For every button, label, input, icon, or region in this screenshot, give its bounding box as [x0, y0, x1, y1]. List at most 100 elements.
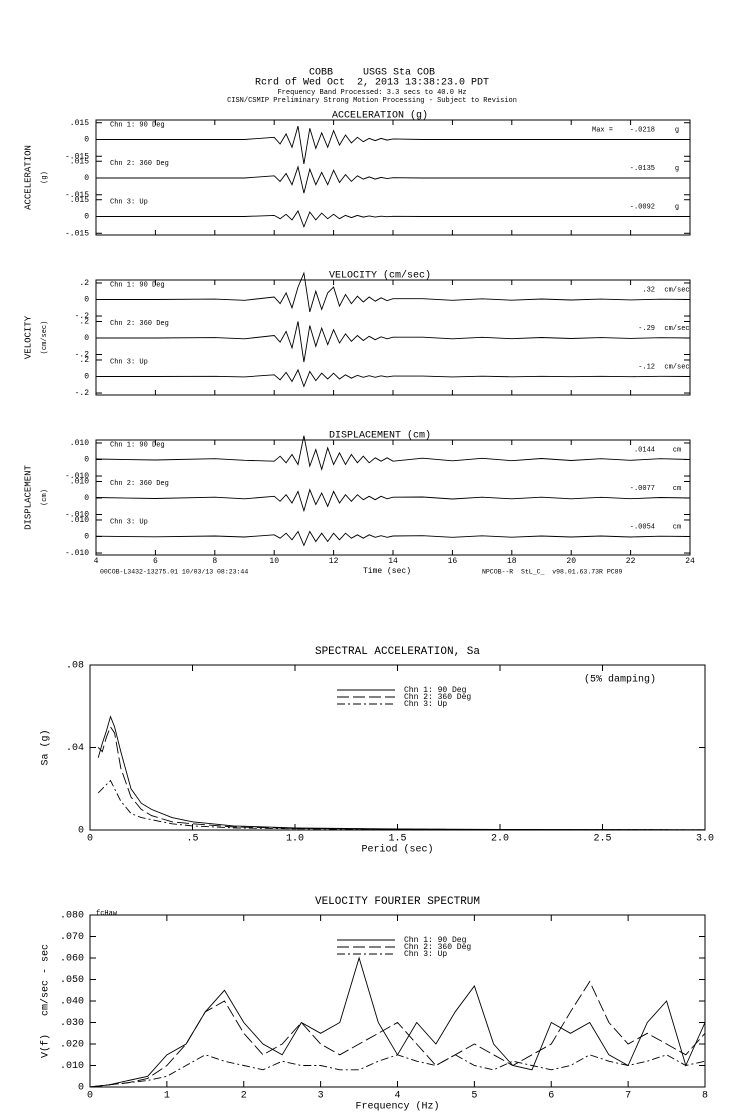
x-tick-label: 2.0	[491, 834, 509, 845]
y-tick-label: .2	[79, 279, 89, 288]
x-tick-label: .5	[186, 834, 198, 845]
plot-box	[89, 914, 706, 1088]
x-tick-label: 4	[394, 1091, 400, 1102]
y-tick-label: .080	[60, 911, 84, 922]
y-tick-label: .070	[60, 932, 84, 943]
channel-label: Chn 2: 360 Deg	[110, 480, 169, 488]
header-line: COBB USGS Sta COB	[309, 68, 435, 79]
max-value: -.0092	[630, 203, 655, 211]
max-value: -.0135	[630, 165, 655, 173]
y-tick-label: .04	[66, 743, 84, 754]
x-tick-label: 3	[318, 1091, 324, 1102]
max-value: -.12	[638, 363, 655, 371]
channel-label: Chn 3: Up	[110, 518, 148, 526]
channel-label: Chn 1: 90 Deg	[110, 281, 165, 289]
panel-ylabel: ACCELERATION	[23, 145, 33, 210]
y-tick-label: 0	[84, 296, 89, 305]
x-tick-label: 18	[507, 557, 517, 566]
y-tick-label: .020	[60, 1040, 84, 1051]
channel-label: Chn 1: 90 Deg	[110, 121, 165, 129]
x-tick-label: 0	[87, 834, 93, 845]
y-tick-label: 0	[84, 334, 89, 343]
y-tick-label: 0	[84, 533, 89, 542]
panel-yunit: (cm/sec)	[41, 321, 49, 355]
y-tick-label: .010	[70, 439, 89, 448]
max-unit: cm/sec	[664, 325, 689, 333]
y-tick-label: 0	[78, 826, 84, 837]
x-tick-label: 20	[566, 557, 576, 566]
panel-title: VELOCITY (cm/sec)	[329, 270, 431, 282]
x-tick-label: 7	[625, 1091, 631, 1102]
y-tick-label: .015	[70, 157, 89, 166]
x-tick-label: 8	[702, 1091, 708, 1102]
panel-ylabel: DISPLACEMENT	[23, 464, 33, 529]
y-tick-label: .050	[60, 975, 84, 986]
panel-title: DISPLACEMENT (cm)	[329, 430, 431, 442]
panel-yunit: (cm)	[41, 489, 49, 506]
panel-title: ACCELERATION (g)	[332, 110, 428, 122]
y-tick-label: 0	[84, 456, 89, 465]
series-line	[89, 980, 706, 1088]
y-axis-label: V(f) cm/sec - sec	[40, 944, 52, 1058]
legend-label: Chn 1: 90 Deg	[404, 686, 467, 695]
y-tick-label: -.2	[75, 389, 90, 398]
max-value: -.0218	[630, 126, 655, 134]
series-line	[97, 725, 706, 831]
trace	[96, 271, 691, 313]
x-tick-label: 12	[329, 557, 339, 566]
x-tick-label: 22	[626, 557, 636, 566]
y-tick-label: -.2	[75, 312, 90, 321]
max-value: -.29	[638, 325, 655, 333]
channel-label: Chn 2: 360 Deg	[110, 320, 169, 328]
channel-label: Chn 2: 360 Deg	[110, 160, 169, 168]
header-line: Rcrd of Wed Oct 2, 2013 13:38:23.0 PDT	[255, 77, 489, 89]
trace	[96, 209, 690, 229]
series-line	[97, 715, 706, 831]
x-tick-label: 5	[471, 1091, 477, 1102]
x-tick-label: 1.0	[286, 834, 304, 845]
x-tick-label: 2	[241, 1091, 247, 1102]
y-tick-label: -.010	[65, 511, 89, 520]
trace	[96, 125, 690, 164]
y-tick-label: .010	[70, 516, 89, 525]
trace	[95, 530, 691, 547]
y-tick-label: .2	[79, 318, 89, 327]
x-tick-label: 1.5	[388, 834, 406, 845]
x-tick-label: 2.5	[593, 834, 611, 845]
y-tick-label: -.015	[65, 191, 89, 200]
y-axis-label: Sa (g)	[40, 729, 52, 765]
y-tick-label: -.010	[65, 472, 89, 481]
trace	[96, 321, 691, 363]
max-unit: cm/sec	[664, 363, 689, 371]
plot-box	[89, 664, 706, 831]
x-tick-label: 0	[87, 1091, 93, 1102]
legend-label: Chn 1: 90 Deg	[404, 936, 467, 945]
max-unit: cm	[673, 446, 681, 454]
legend-label: Chn 2: 360 Deg	[404, 943, 471, 952]
series-line	[97, 779, 706, 831]
max-value: .32	[642, 286, 655, 294]
max-unit: cm	[673, 523, 681, 531]
chart-title: VELOCITY FOURIER SPECTRUM	[315, 896, 480, 908]
y-tick-label: 0	[78, 1083, 84, 1094]
x-tick-label: 8	[212, 557, 217, 566]
max-prefix: Max =	[592, 126, 613, 134]
trace	[95, 488, 691, 513]
annotation: (5% damping)	[584, 674, 656, 686]
panel-ylabel: VELOCITY	[23, 315, 33, 359]
corner-label: fcHaw	[96, 910, 118, 918]
series-line	[89, 1054, 706, 1088]
channel-label: Chn 1: 90 Deg	[110, 441, 165, 449]
channel-label: Chn 3: Up	[110, 358, 148, 366]
x-tick-label: 16	[448, 557, 458, 566]
trace	[96, 165, 690, 194]
y-tick-label: .010	[70, 478, 89, 487]
x-axis-label: Time (sec)	[363, 567, 411, 576]
footer-left: 00COB-L3432-13275.01 10/03/13 08:23:44	[100, 569, 248, 576]
max-unit: g	[675, 165, 679, 173]
max-value: .0144	[634, 446, 655, 454]
x-tick-label: 4	[94, 557, 99, 566]
x-tick-label: 1	[164, 1091, 170, 1102]
x-axis-label: Period (sec)	[361, 844, 433, 856]
